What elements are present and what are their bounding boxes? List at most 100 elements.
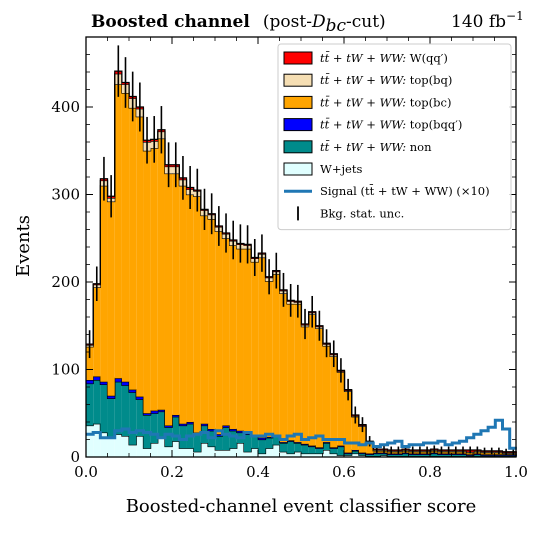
legend-swatch-bc — [283, 95, 313, 109]
bar-non-38 — [358, 453, 367, 456]
y-tick-label-2: 200 — [51, 273, 80, 291]
legend-label-unc: Bkg. stat. unc. — [320, 206, 404, 220]
legend-swatch-bq — [283, 73, 313, 87]
bar-non-27 — [279, 443, 288, 452]
bar-non-4 — [114, 381, 122, 435]
bar-wjets-8 — [143, 448, 151, 457]
bar-bc-28 — [287, 303, 295, 441]
bar-bc-14 — [186, 194, 194, 422]
legend-prefix-wqq: tt̄ + tW + WW: — [320, 51, 410, 65]
bar-wjets-2 — [100, 432, 108, 457]
bar-non-44 — [401, 453, 410, 457]
legend-prefix-bqq: tt̄ + tW + WW: — [320, 118, 410, 132]
legend-label-wqq: tt̄ + tW + WW: W(qq′) — [320, 51, 448, 65]
bar-bqq-19 — [222, 425, 230, 428]
title-cut-prefix: (post- — [263, 12, 312, 32]
bar-wjets-23 — [251, 448, 259, 457]
bar-wjets-15 — [193, 451, 201, 457]
bar-bqq-14 — [186, 422, 194, 424]
legend-entry-unc: Bkg. stat. unc. — [297, 206, 404, 221]
bar-wjets-33 — [322, 450, 331, 457]
bar-bc-3 — [107, 201, 115, 396]
bar-bc-7 — [136, 116, 144, 397]
legend-text-signal: Signal (tt̄ + tW + WW) (×10) — [320, 184, 490, 198]
bar-wjets-31 — [308, 453, 316, 457]
bar-non-20 — [229, 430, 237, 449]
bar-wjets-16 — [200, 443, 209, 457]
legend-swatch-wqq — [283, 51, 313, 65]
bar-bqq-18 — [215, 434, 223, 436]
bar-non-36 — [344, 453, 352, 456]
bar-non-52 — [459, 454, 467, 457]
bar-non-42 — [387, 454, 395, 457]
y-tick-label-0: 0 — [70, 448, 80, 466]
title-bold: Boosted channel — [91, 12, 250, 32]
x-tick-label-1: 0.2 — [160, 463, 184, 481]
bar-wjets-30 — [301, 453, 309, 457]
bar-wjets-20 — [229, 448, 237, 457]
legend-text-wqq: W(qq′) — [410, 51, 448, 65]
bar-non-41 — [380, 453, 388, 456]
legend-prefix-bc: tt̄ + tW + WW: — [320, 95, 410, 109]
title-cut-suffix: -cut) — [346, 12, 386, 32]
bar-bc-15 — [193, 196, 201, 433]
bar-wjets-25 — [265, 448, 273, 457]
legend-swatch-bqq — [283, 118, 313, 132]
bar-bc-21 — [236, 248, 244, 431]
legend-text-bc: top(bc) — [410, 95, 452, 109]
bar-bc-23 — [251, 261, 259, 436]
bar-bc-24 — [258, 257, 266, 438]
bar-non-34 — [330, 448, 338, 454]
bar-wjets-10 — [157, 437, 165, 457]
legend-entry-wjets: W+jets — [283, 162, 362, 176]
signal-line — [86, 418, 517, 450]
bar-non-30 — [301, 444, 309, 454]
legend-entry-non: tt̄ + tW + WW: non — [283, 140, 432, 154]
bar-bc-5 — [121, 93, 130, 382]
bar-non-33 — [322, 443, 331, 450]
bar-non-39 — [366, 454, 374, 457]
bar-bc-53 — [466, 452, 474, 455]
bar-non-23 — [251, 436, 259, 449]
bar-bc-9 — [150, 148, 158, 411]
bar-bqq-8 — [143, 413, 151, 415]
bar-wjets-21 — [236, 443, 244, 457]
bar-bc-13 — [179, 185, 187, 424]
bar-wjets-26 — [272, 444, 280, 457]
bar-non-50 — [445, 454, 453, 457]
bar-bc-27 — [279, 293, 288, 443]
bar-wjets-22 — [243, 451, 252, 457]
bar-wjets-19 — [222, 450, 230, 457]
bar-wjets-13 — [179, 448, 187, 457]
legend-text-bqq: top(bqq′) — [410, 118, 463, 132]
bar-non-9 — [150, 413, 158, 443]
bar-non-54 — [473, 454, 481, 457]
bar-bqq-20 — [229, 429, 237, 431]
lumi-label: 140 fb−1 — [451, 9, 524, 32]
bar-bc-22 — [243, 248, 252, 433]
bar-non-31 — [308, 446, 316, 454]
bar-wjets-14 — [186, 448, 194, 457]
x-tick-label-3: 0.6 — [332, 463, 356, 481]
bar-bc-31 — [308, 314, 316, 446]
bar-non-3 — [107, 398, 115, 438]
legend-box — [277, 43, 512, 231]
bar-bc-17 — [208, 219, 216, 429]
bar-bc-10 — [157, 138, 165, 410]
bar-bc-37 — [351, 416, 359, 450]
bar-wjets-7 — [136, 436, 144, 457]
bar-wjets-34 — [330, 453, 338, 457]
bar-wjets-29 — [294, 451, 302, 457]
bar-bc-32 — [315, 328, 323, 448]
bar-non-47 — [423, 454, 431, 457]
bar-bc-11 — [164, 173, 173, 426]
bar-non-49 — [437, 454, 446, 457]
bar-wjets-38 — [358, 455, 367, 457]
legend-label-bqq: tt̄ + tW + WW: top(bqq′) — [320, 118, 462, 132]
bar-bc-34 — [330, 356, 338, 448]
bar-wjets-9 — [150, 443, 158, 457]
bar-bc-6 — [129, 107, 137, 390]
x-tick-label-4: 0.8 — [418, 463, 442, 481]
bar-non-26 — [272, 436, 280, 445]
